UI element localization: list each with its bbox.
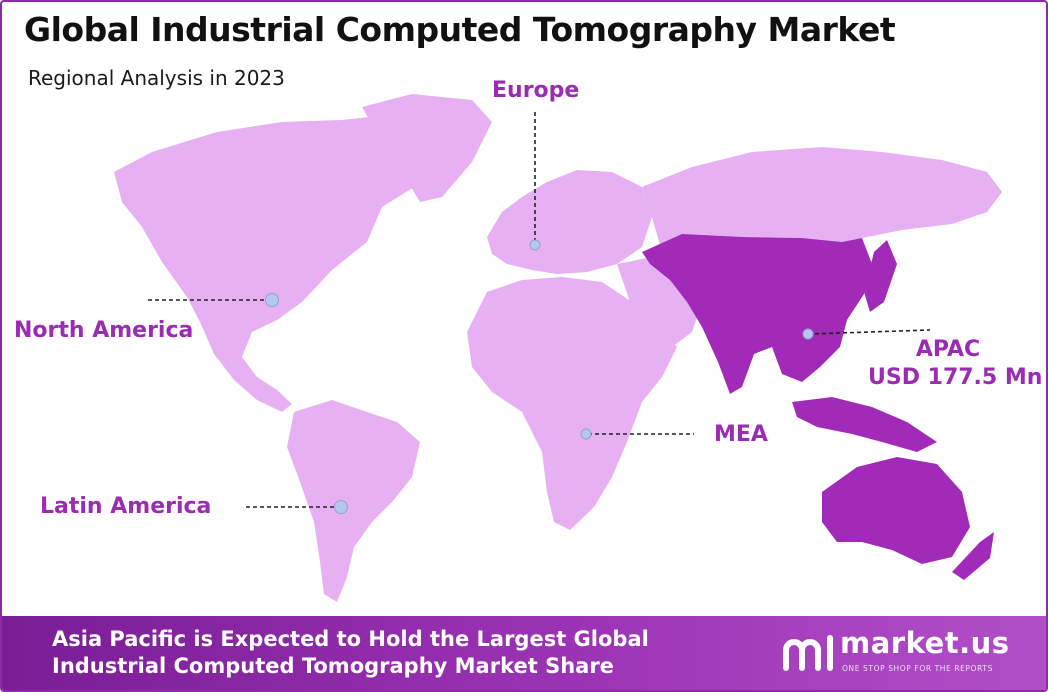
apac-value: USD 177.5 Mn [868,365,1043,390]
europe-marker[interactable] [529,239,541,251]
latin-america-marker[interactable] [334,500,348,514]
apac-name: APAC [915,337,981,362]
africa-landmass [467,277,677,530]
australia-landmass[interactable] [822,457,970,564]
apac-marker[interactable] [802,328,814,340]
market-us-logo-icon [783,635,833,671]
new-zealand-landmass[interactable] [952,532,994,580]
southeast-asia-islands[interactable] [792,397,937,452]
world-map [114,94,1002,602]
apac-label: APAC USD 177.5 Mn [868,336,1043,392]
apac-leader-line [807,329,931,335]
brand-logo[interactable]: market.us ONE STOP SHOP FOR THE REPORTS [780,626,1020,680]
mea-marker[interactable] [580,428,592,440]
japan-landmass[interactable] [864,240,897,312]
page-subtitle: Regional Analysis in 2023 [28,66,285,90]
greenland-landmass [362,94,492,202]
north-america-landmass [114,114,440,412]
south-america-landmass [287,400,420,602]
mea-label: MEA [714,422,768,447]
brand-name: market.us [840,626,1010,660]
north-america-marker[interactable] [265,293,279,307]
north-america-label: North America [14,318,194,343]
europe-landmass [487,170,652,274]
europe-label: Europe [492,78,580,103]
brand-tagline: ONE STOP SHOP FOR THE REPORTS [842,664,993,673]
page-title: Global Industrial Computed Tomography Ma… [24,10,896,49]
footer-line-2: Industrial Computed Tomography Market Sh… [52,654,614,678]
russia-middle-east-landmass [642,147,1002,252]
footer-line-1: Asia Pacific is Expected to Hold the Lar… [52,627,649,651]
footer-banner: Asia Pacific is Expected to Hold the Lar… [2,616,1046,690]
asia-pacific-landmass[interactable] [642,234,872,394]
latin-america-label: Latin America [40,494,212,519]
footer-message: Asia Pacific is Expected to Hold the Lar… [52,626,649,680]
